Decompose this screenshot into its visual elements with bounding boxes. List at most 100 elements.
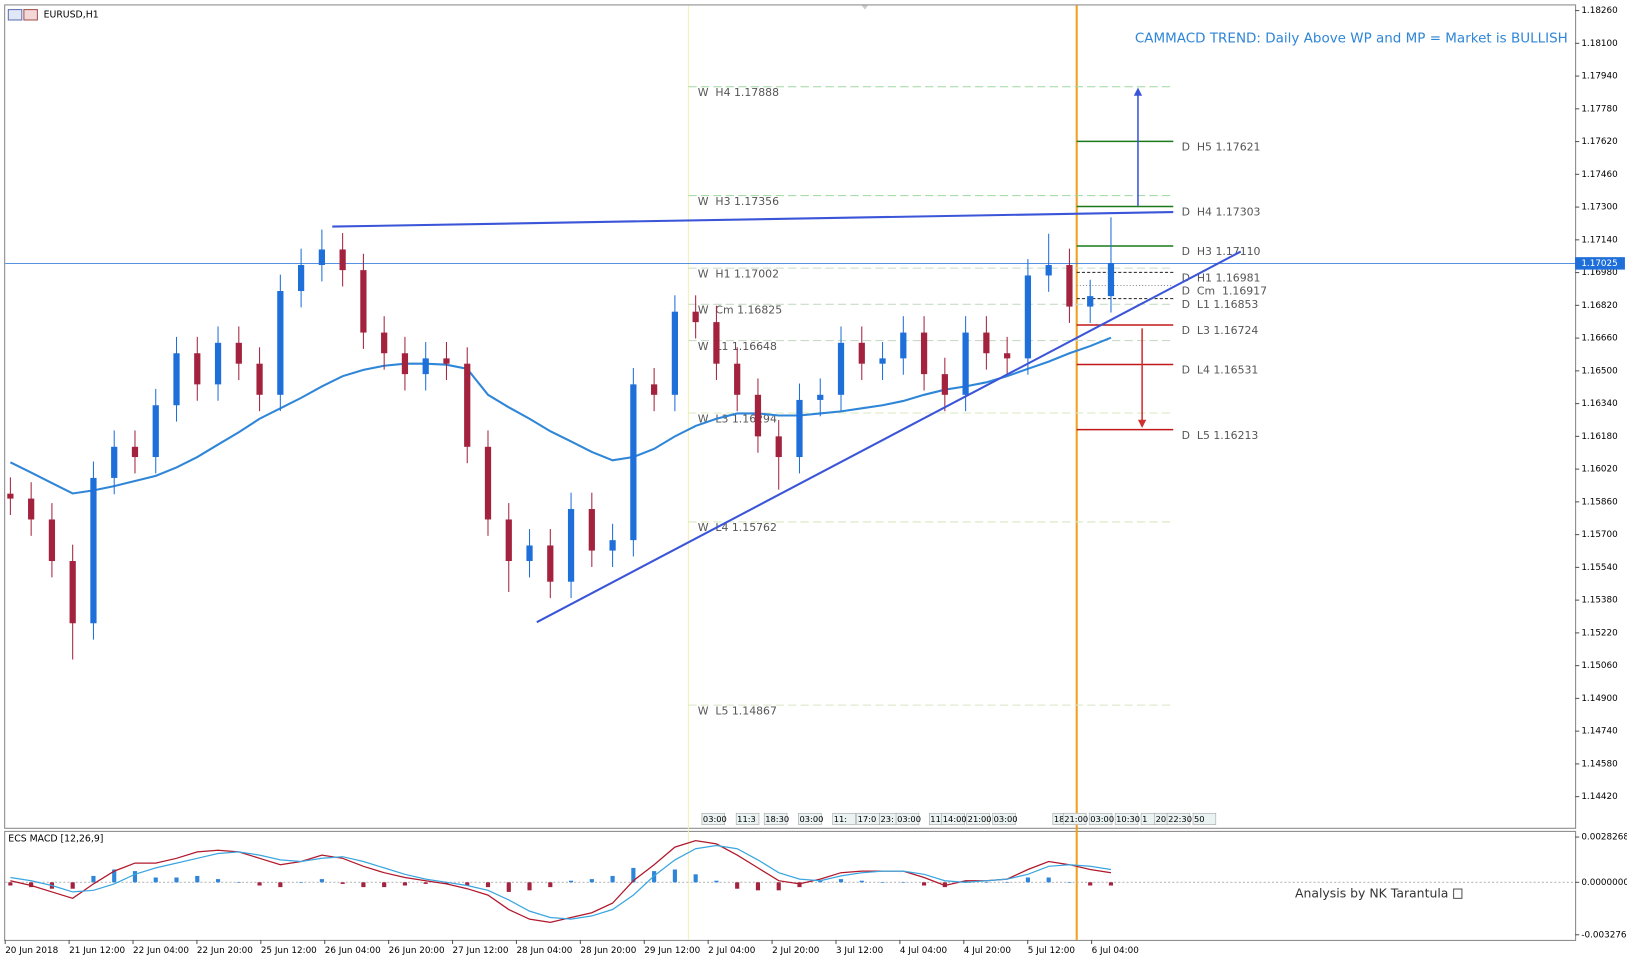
candle-body — [547, 545, 554, 582]
candle-body — [422, 358, 429, 375]
candle-body — [131, 446, 139, 458]
candle-body — [1087, 296, 1094, 307]
x-tick-label: 28 Jun 20:00 — [580, 946, 636, 956]
pivot-label: W H3 1.17356 — [698, 195, 779, 208]
session-label: 1 — [1142, 814, 1147, 824]
macd-histogram-bar — [797, 882, 802, 888]
x-tick-label: 5 Jul 12:00 — [1028, 946, 1076, 956]
pivot-label: D L4 1.16531 — [1182, 364, 1259, 377]
candle-body — [567, 509, 575, 582]
macd-y-tick-label: 0.0000000 — [1581, 878, 1627, 888]
session-box — [1166, 812, 1191, 825]
macd-histogram-bar — [922, 882, 927, 886]
candle-body — [443, 358, 450, 364]
x-tick-label: 21 Jun 12:00 — [69, 946, 125, 956]
candle-body — [775, 436, 782, 458]
macd-histogram-bar — [465, 882, 470, 886]
y-tick-label: 1.15380 — [1581, 596, 1618, 606]
candle-body — [90, 477, 97, 624]
pivot-label: D H3 1.17110 — [1182, 245, 1261, 258]
candle-body — [277, 291, 284, 395]
candle-body — [152, 405, 159, 458]
macd-histogram-bar — [257, 882, 262, 886]
y-tick-label: 1.17300 — [1581, 203, 1618, 213]
session-box — [1114, 812, 1139, 825]
x-tick-label: 26 Jun 04:00 — [325, 946, 381, 956]
candle-body — [900, 332, 907, 359]
candle-body — [7, 493, 14, 499]
macd-histogram-bar — [70, 882, 75, 889]
macd-histogram-bar — [91, 875, 96, 883]
macd-frame — [4, 830, 1577, 941]
y-tick-label: 1.16020 — [1581, 465, 1618, 475]
y-tick-label: 1.14580 — [1581, 759, 1618, 769]
pivot-label: D H5 1.17621 — [1182, 141, 1261, 154]
candle-body — [526, 545, 533, 562]
macd-histogram-bar — [610, 875, 615, 883]
current-price-tag — [1575, 257, 1625, 270]
macd-histogram-bar — [485, 882, 491, 888]
y-tick-label: 1.18260 — [1581, 6, 1618, 16]
y-tick-label: 1.17780 — [1581, 104, 1618, 114]
macd-histogram-bar — [340, 882, 345, 884]
x-tick-label: 29 Jun 12:00 — [644, 946, 700, 956]
session-box — [895, 812, 920, 825]
macd-histogram-bar — [631, 867, 636, 883]
pivot-label: D L1 1.16853 — [1182, 298, 1259, 311]
x-tick-label: 22 Jun 20:00 — [197, 946, 253, 956]
macd-histogram-bar — [174, 877, 179, 883]
candle-body — [879, 358, 886, 364]
session-label: 18 — [1054, 814, 1065, 824]
macd-y-tick-label: -0.0032766 — [1581, 930, 1627, 940]
macd-histogram-bar — [423, 882, 428, 884]
pivot-label: W L5 1.14867 — [698, 704, 777, 717]
session-label: 21:00 — [1064, 814, 1088, 824]
y-tick-label: 1.15220 — [1581, 628, 1618, 638]
pivot-label: D H4 1.17303 — [1182, 206, 1261, 219]
candle-body — [1107, 263, 1115, 297]
y-tick-label: 1.16660 — [1581, 334, 1618, 344]
candle-body — [28, 498, 35, 520]
y-tick-label: 1.16980 — [1581, 268, 1618, 278]
x-tick-label: 6 Jul 04:00 — [1092, 946, 1140, 956]
session-box — [701, 812, 725, 825]
bull-arrow-head — [1133, 87, 1143, 96]
macd-histogram-bar — [589, 879, 594, 883]
candle-body — [339, 249, 346, 271]
session-box — [1192, 812, 1217, 825]
x-tick-label: 2 Jul 04:00 — [708, 946, 756, 956]
candle-body — [69, 561, 76, 624]
macd-histogram-bar — [506, 882, 511, 892]
macd-histogram-bar — [1088, 882, 1093, 886]
session-box — [832, 812, 856, 825]
y-tick-label: 1.14900 — [1581, 694, 1618, 704]
candle-body — [588, 509, 595, 551]
y-tick-label: 1.16500 — [1581, 366, 1618, 376]
macd-histogram-bar — [299, 882, 304, 883]
session-label: 03:00 — [703, 814, 727, 824]
macd-histogram-bar — [880, 882, 885, 883]
macd-histogram-bar — [236, 882, 241, 883]
y-tick-label: 1.16340 — [1581, 399, 1618, 409]
pivot-label: W Cm 1.16825 — [698, 304, 782, 317]
session-box — [1062, 812, 1087, 825]
macd-histogram-bar — [112, 869, 117, 883]
session-box — [941, 812, 965, 825]
bear-arrow-head — [1137, 419, 1147, 429]
y-tick-label: 1.16820 — [1581, 301, 1618, 311]
candle-body — [1045, 265, 1052, 276]
session-label: 20 — [1156, 814, 1167, 824]
pivot-label: W H1 1.17002 — [698, 267, 779, 280]
macd-histogram-bar — [568, 880, 574, 883]
candle-body — [1004, 353, 1011, 359]
session-label: 18:30 — [765, 814, 789, 824]
macd-histogram-bar — [714, 880, 719, 883]
current-price-label: 1.17025 — [1581, 259, 1617, 269]
macd-histogram-bar — [776, 882, 781, 891]
session-label: 14:00 — [943, 814, 967, 824]
macd-histogram-bar — [693, 874, 698, 883]
candle-body — [214, 342, 222, 385]
pivot-label: D Cm 1.16917 — [1182, 285, 1267, 298]
macd-histogram-bar — [963, 880, 968, 883]
